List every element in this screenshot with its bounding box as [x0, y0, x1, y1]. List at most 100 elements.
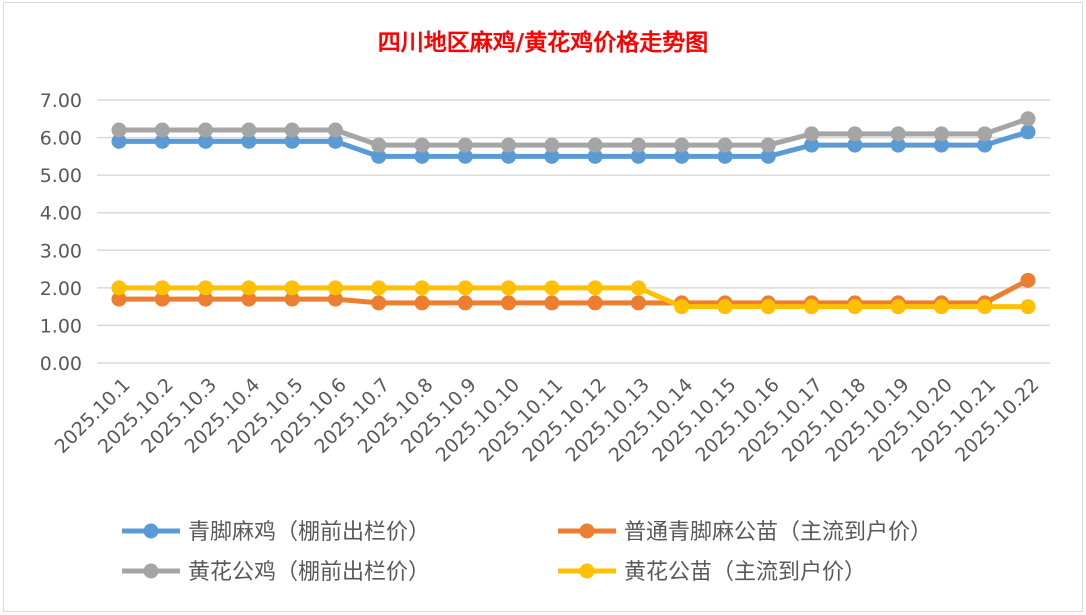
y-tick-label: 6.00 [40, 128, 82, 150]
y-tick-label: 4.00 [40, 203, 82, 225]
data-point [327, 291, 343, 307]
data-point [717, 148, 733, 164]
data-point [154, 122, 170, 138]
legend-label: 青脚麻鸡（棚前出栏价） [188, 520, 430, 545]
legend-label: 普通青脚麻公苗（主流到户价） [624, 520, 932, 545]
legend-marker [579, 523, 595, 539]
data-point [674, 148, 690, 164]
data-point [371, 295, 387, 311]
data-point [933, 137, 949, 153]
data-point [890, 299, 906, 315]
legend-marker [143, 563, 159, 579]
data-point [890, 137, 906, 153]
data-point [630, 295, 646, 311]
series-2 [111, 111, 1036, 153]
data-point [630, 280, 646, 296]
data-point [284, 133, 300, 149]
data-point [457, 295, 473, 311]
data-point [544, 280, 560, 296]
legend-item: 普通青脚麻公苗（主流到户价） [558, 520, 932, 545]
data-point [760, 148, 776, 164]
data-point [198, 133, 214, 149]
data-point [501, 148, 517, 164]
data-point [804, 126, 820, 142]
data-point [111, 122, 127, 138]
data-point [327, 280, 343, 296]
data-point [111, 133, 127, 149]
data-point [1020, 272, 1036, 288]
data-point [1020, 111, 1036, 127]
data-point [414, 148, 430, 164]
data-point [1020, 299, 1036, 315]
data-point [890, 126, 906, 142]
data-point [414, 280, 430, 296]
data-point [587, 148, 603, 164]
data-point [241, 280, 257, 296]
data-point [371, 137, 387, 153]
data-point [501, 137, 517, 153]
data-point [760, 299, 776, 315]
data-point [977, 137, 993, 153]
data-point [847, 126, 863, 142]
data-point [717, 299, 733, 315]
data-point [284, 291, 300, 307]
data-point [544, 295, 560, 311]
data-point [847, 137, 863, 153]
data-point [327, 122, 343, 138]
series-line [119, 116, 1029, 148]
legend-marker [143, 523, 159, 539]
data-point [284, 122, 300, 138]
data-point [630, 137, 646, 153]
series-3 [111, 280, 1036, 315]
data-point [154, 133, 170, 149]
data-point [241, 133, 257, 149]
data-point [544, 148, 560, 164]
data-point [414, 137, 430, 153]
data-point [847, 299, 863, 315]
y-tick-label: 5.00 [40, 165, 82, 187]
data-point [544, 137, 560, 153]
series-0 [111, 124, 1036, 164]
data-point [371, 148, 387, 164]
data-point [760, 137, 776, 153]
series-line [119, 285, 1028, 310]
chart-title: 四川地区麻鸡/黄花鸡价格走势图 [378, 29, 708, 56]
legend-item: 黄花公鸡（棚前出栏价） [122, 560, 430, 585]
data-point [414, 295, 430, 311]
data-point [457, 148, 473, 164]
y-tick-label: 3.00 [40, 240, 82, 262]
data-point [804, 299, 820, 315]
data-point [111, 280, 127, 296]
data-point [198, 122, 214, 138]
data-point [804, 137, 820, 153]
data-point [1020, 124, 1036, 140]
data-point [587, 280, 603, 296]
data-point [717, 137, 733, 153]
data-point [933, 299, 949, 315]
data-point [501, 280, 517, 296]
y-tick-label: 0.00 [40, 353, 82, 375]
data-point [674, 137, 690, 153]
legend-label: 黄花公鸡（棚前出栏价） [188, 560, 430, 585]
data-point [284, 280, 300, 296]
data-point [587, 137, 603, 153]
data-point [371, 280, 387, 296]
data-point [674, 299, 690, 315]
data-point [241, 122, 257, 138]
data-point [501, 295, 517, 311]
legend-item: 黄花公苗（主流到户价） [558, 560, 866, 585]
data-point [198, 280, 214, 296]
data-point [630, 148, 646, 164]
y-tick-label: 2.00 [40, 278, 82, 300]
y-tick-label: 1.00 [40, 315, 82, 337]
data-point [154, 291, 170, 307]
data-point [241, 291, 257, 307]
legend-marker [579, 563, 595, 579]
legend-item: 青脚麻鸡（棚前出栏价） [122, 520, 430, 545]
data-point [327, 133, 343, 149]
data-point [457, 137, 473, 153]
legend-label: 黄花公苗（主流到户价） [624, 560, 866, 585]
data-point [198, 291, 214, 307]
series-line [119, 278, 1030, 306]
